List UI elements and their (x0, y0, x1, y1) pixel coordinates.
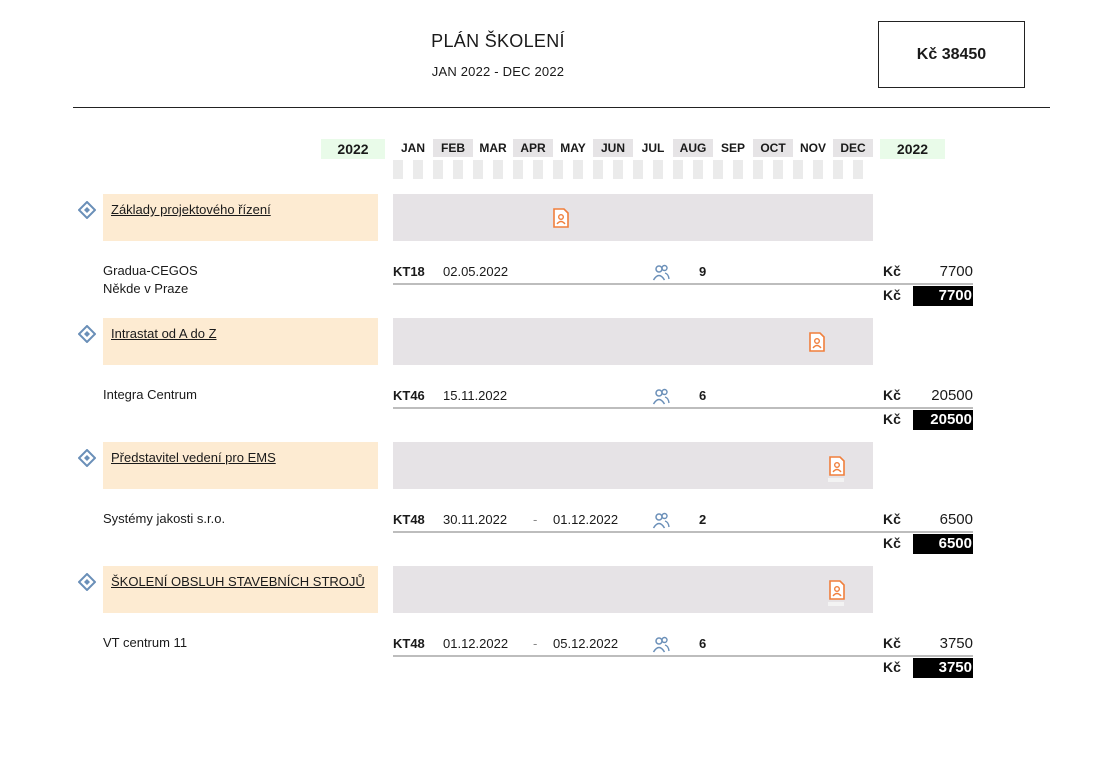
provider-name: Gradua-CEGOS (103, 263, 198, 278)
month-mar: MAR (479, 141, 507, 155)
row-divider (393, 283, 973, 285)
month-sep: SEP (720, 141, 745, 155)
date-to: 01.12.2022 (553, 512, 619, 527)
diamond-icon (78, 201, 96, 219)
course-code: KT48 (393, 636, 425, 651)
gantt-bar (393, 318, 873, 365)
course-price: 20500 (931, 387, 973, 404)
timeline-ticks (393, 160, 873, 179)
month-jul: JUL (641, 141, 665, 155)
people-icon (652, 636, 670, 653)
course-total: 7700 (913, 286, 973, 306)
month-header: JAN FEB MAR APR MAY JUN JUL AUG SEP OCT … (393, 139, 873, 159)
diamond-icon (78, 573, 96, 591)
provider-location: Někde v Praze (103, 281, 189, 296)
date-separator: - (533, 512, 538, 527)
course-link[interactable]: Intrastat od A do Z (111, 326, 217, 341)
month-aug: AUG (673, 139, 713, 157)
year-left: 2022 (321, 139, 385, 159)
gantt-bar (393, 566, 873, 613)
date-from: 01.12.2022 (443, 636, 509, 651)
gantt-bar (393, 442, 873, 489)
provider: VT centrum 11 (103, 634, 187, 652)
date-to: 05.12.2022 (553, 636, 619, 651)
course-code: KT48 (393, 512, 425, 527)
gantt-bar (393, 194, 873, 241)
month-feb: FEB (433, 139, 473, 157)
course-label: Intrastat od A do Z (103, 318, 378, 365)
currency-label: Kč (883, 635, 901, 651)
provider-name: VT centrum 11 (103, 635, 188, 650)
marker-duration (828, 602, 844, 606)
course-price: 6500 (939, 511, 973, 528)
provider: Gradua-CEGOS Někde v Praze (103, 262, 198, 298)
diamond-icon (78, 449, 96, 467)
date-range: JAN 2022 - DEC 2022 (431, 64, 565, 79)
people-icon (652, 512, 670, 529)
date-separator: - (533, 636, 538, 651)
month-jun: JUN (593, 139, 633, 157)
course-label: Představitel vedení pro EMS (103, 442, 378, 489)
course-total: 6500 (913, 534, 973, 554)
year-right: 2022 (880, 139, 945, 159)
row-divider (393, 407, 973, 409)
marker-duration (828, 478, 844, 482)
course-total: 20500 (913, 410, 973, 430)
currency-label: Kč (883, 511, 901, 527)
total-currency-label: Kč (883, 659, 901, 675)
row-divider (393, 655, 973, 657)
date-from: 02.05.2022 (443, 264, 509, 279)
people-icon (652, 264, 670, 281)
training-marker-icon[interactable] (552, 207, 570, 229)
course-link[interactable]: ŠKOLENÍ OBSLUH STAVEBNÍCH STROJŮ (111, 574, 365, 589)
course-link[interactable]: Představitel vedení pro EMS (111, 450, 276, 465)
participant-count: 9 (699, 264, 707, 279)
total-currency-label: Kč (883, 287, 901, 303)
diamond-icon (78, 325, 96, 343)
currency-label: Kč (883, 387, 901, 403)
month-jan: JAN (400, 141, 425, 155)
month-may: MAY (560, 141, 586, 155)
currency-label: Kč (883, 263, 901, 279)
row-divider (393, 531, 973, 533)
training-marker-icon[interactable] (828, 455, 846, 477)
page-title: PLÁN ŠKOLENÍ (431, 31, 565, 51)
course-label: ŠKOLENÍ OBSLUH STAVEBNÍCH STROJŮ (103, 566, 378, 613)
month-nov: NOV (799, 141, 826, 155)
course-price: 3750 (939, 635, 973, 652)
provider-name: Integra Centrum (103, 387, 197, 402)
training-marker-icon[interactable] (808, 331, 826, 353)
people-icon (652, 388, 670, 405)
course-link[interactable]: Základy projektového řízení (111, 202, 271, 217)
total-currency-label: Kč (883, 411, 901, 427)
provider-name: Systémy jakosti s.r.o. (103, 511, 226, 526)
month-oct: OCT (753, 139, 793, 157)
course-code: KT18 (393, 264, 425, 279)
provider: Systémy jakosti s.r.o. (103, 510, 225, 528)
provider: Integra Centrum (103, 386, 197, 404)
course-price: 7700 (939, 263, 973, 280)
month-apr: APR (513, 139, 553, 157)
date-from: 15.11.2022 (443, 388, 508, 403)
course-code: KT46 (393, 388, 425, 403)
header-divider (73, 107, 1050, 108)
participant-count: 6 (699, 636, 707, 651)
training-marker-icon[interactable] (828, 579, 846, 601)
course-total: 3750 (913, 658, 973, 678)
course-label: Základy projektového řízení (103, 194, 378, 241)
date-from: 30.11.2022 (443, 512, 508, 527)
participant-count: 6 (699, 388, 707, 403)
month-dec: DEC (833, 139, 873, 157)
grand-total: Kč 38450 (878, 21, 1025, 88)
total-currency-label: Kč (883, 535, 901, 551)
grand-total-value: Kč 38450 (916, 45, 987, 63)
participant-count: 2 (699, 512, 707, 527)
